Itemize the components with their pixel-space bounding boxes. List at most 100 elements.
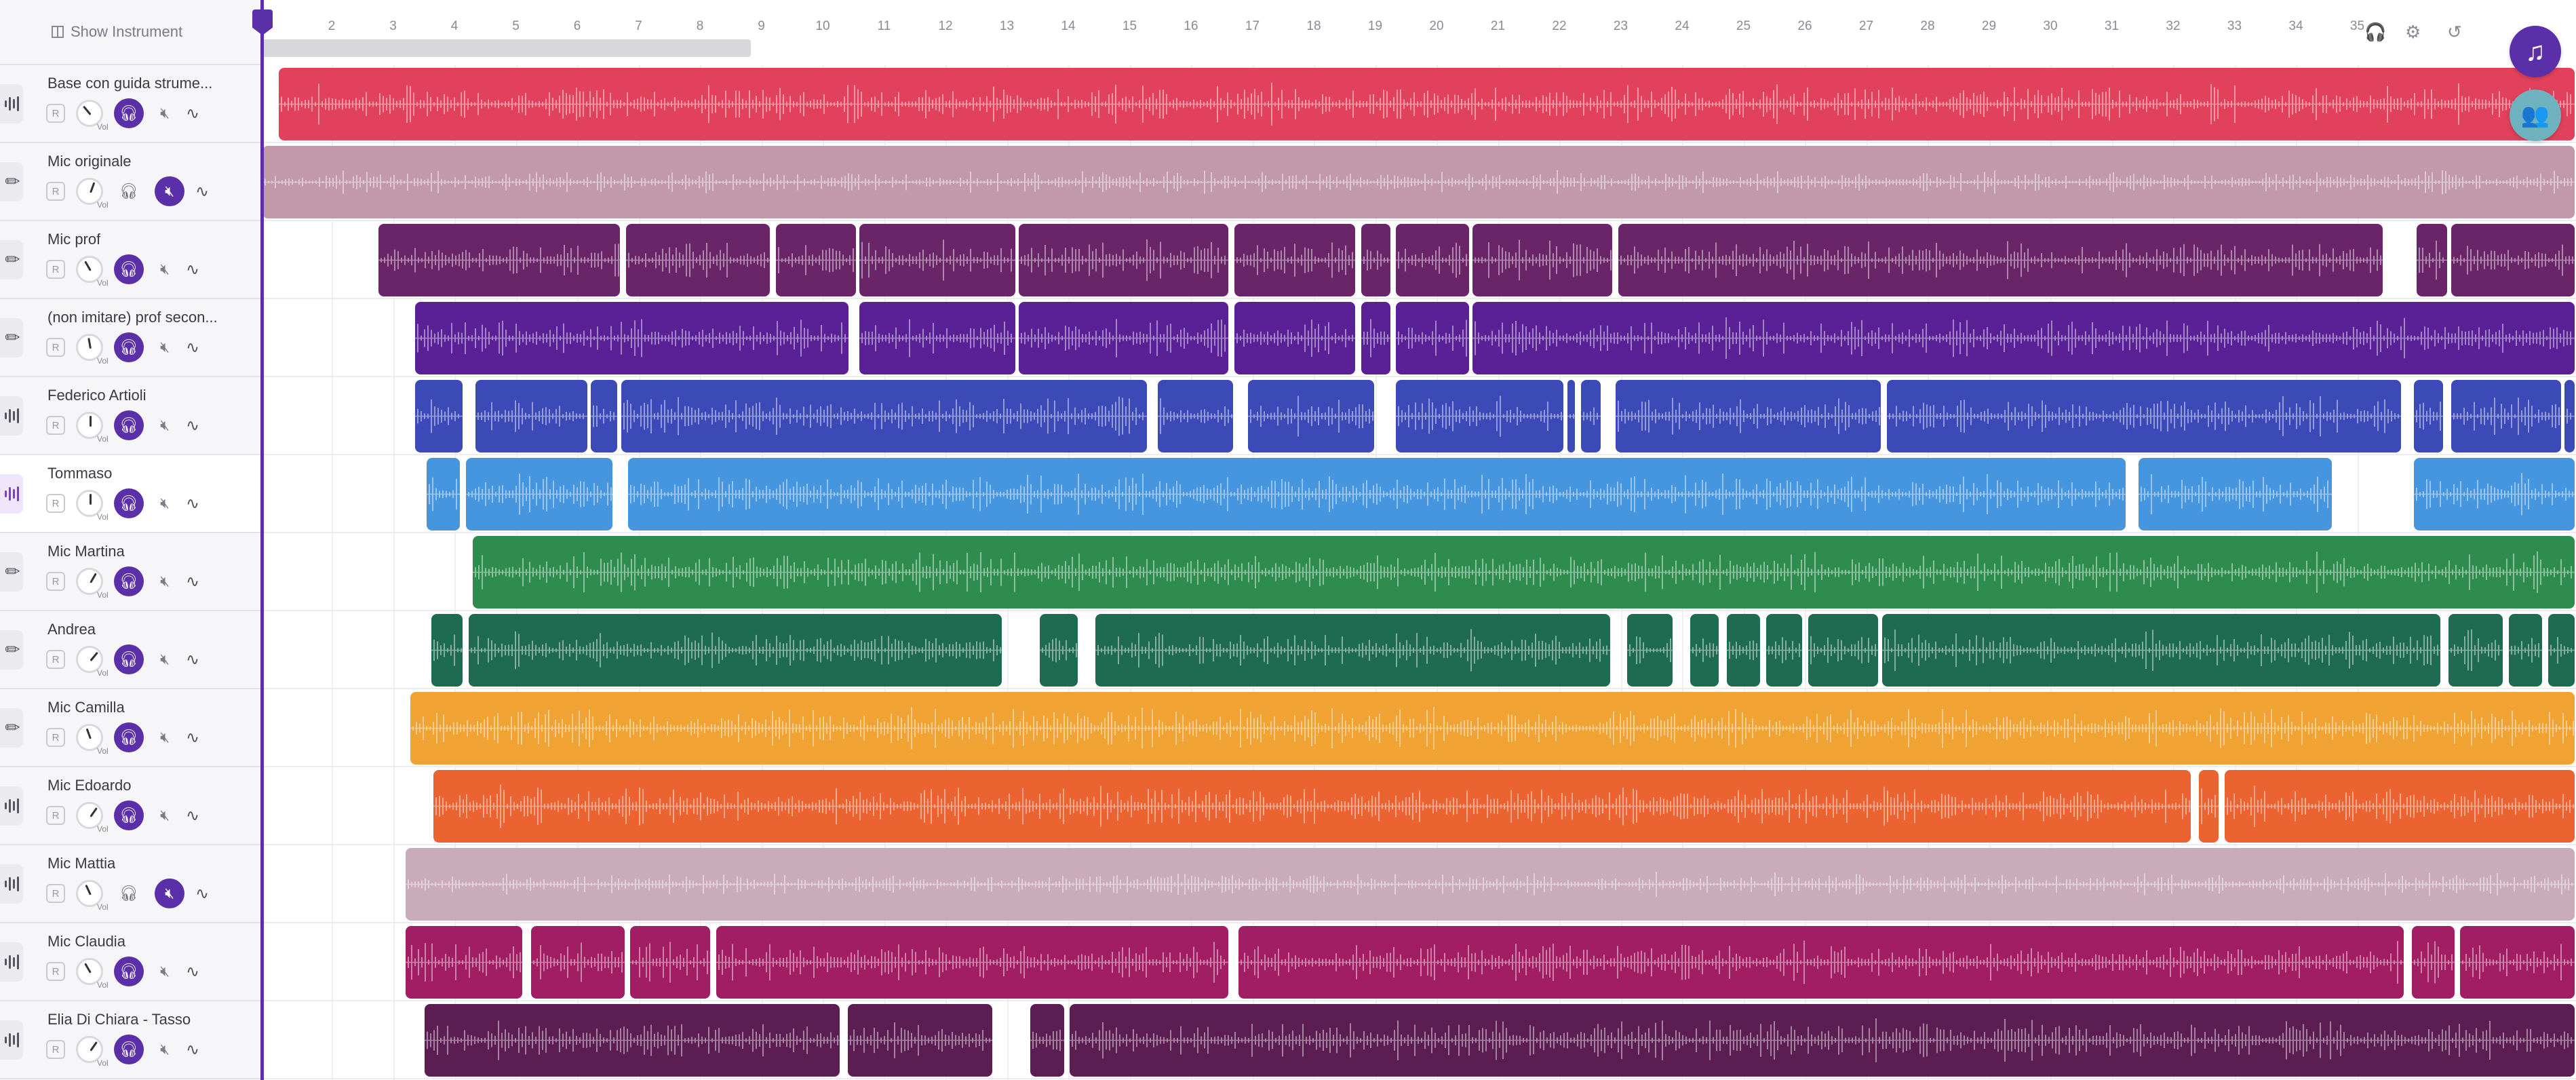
audio-clip[interactable] [716,926,1228,999]
audio-clip[interactable] [1361,302,1390,374]
music-note-button[interactable]: ♫ [2510,26,2561,77]
audio-clip[interactable] [425,1004,840,1077]
undo-icon[interactable]: ↺ [2447,22,2462,42]
track-lane[interactable] [262,1001,2576,1079]
audio-clip[interactable] [621,380,1147,452]
volume-knob[interactable]: Vol [76,334,109,366]
audio-clip[interactable] [433,770,2191,843]
audio-clip[interactable] [262,146,2575,218]
track-header[interactable]: ✐ Mic Camilla R Vol 🎧︎ 🔇︎ ∿ [0,689,260,767]
mute-button[interactable]: 🔇︎ [155,807,175,824]
track-header[interactable]: Mic Mattia R Vol 🎧︎ 🔇︎ ∿ [0,845,260,923]
mute-button[interactable]: 🔇︎ [155,963,175,980]
track-lane[interactable] [262,143,2576,221]
track-lanes[interactable] [262,65,2576,1080]
record-arm-button[interactable]: R [46,104,65,123]
volume-knob[interactable]: Vol [76,646,109,678]
audio-clip[interactable] [1472,224,1612,296]
audio-clip[interactable] [1581,380,1601,452]
audio-wave-icon[interactable] [0,786,23,826]
track-lane[interactable] [262,767,2576,845]
audio-wave-icon[interactable] [0,864,23,904]
audio-clip[interactable] [466,458,612,531]
audio-clip[interactable] [1567,380,1575,452]
audio-clip[interactable] [1248,380,1374,452]
audio-clip[interactable] [628,458,2126,531]
audio-clip[interactable] [1030,1004,1064,1077]
audio-clip[interactable] [1019,302,1228,374]
monitor-headphones-button[interactable]: 🎧︎ [114,410,144,440]
audio-clip[interactable] [406,926,522,999]
audio-clip[interactable] [2139,458,2332,531]
audio-clip[interactable] [1808,614,1878,687]
mute-button[interactable]: 🔇︎ [155,573,175,590]
audio-clip[interactable] [1882,614,2440,687]
monitor-headphones-button[interactable]: 🎧︎ [114,957,144,986]
audio-clip[interactable] [2451,224,2575,296]
effects-button[interactable]: ∿ [186,650,199,670]
track-name[interactable]: Tommaso [47,465,113,482]
record-arm-button[interactable]: R [46,962,65,981]
track-header[interactable]: Tommaso R Vol 🎧︎ 🔇︎ ∿ [0,455,260,533]
audio-clip[interactable] [378,224,620,296]
audio-clip[interactable] [415,380,463,452]
track-lane[interactable] [262,455,2576,533]
mute-button[interactable]: 🔇︎ [155,339,175,356]
audio-clip[interactable] [1627,614,1673,687]
effects-button[interactable]: ∿ [186,572,199,592]
effects-button[interactable]: ∿ [186,338,199,358]
audio-clip[interactable] [626,224,770,296]
audio-clip[interactable] [2548,614,2575,687]
effects-button[interactable]: ∿ [186,494,199,514]
audio-clip[interactable] [2448,614,2503,687]
audio-clip[interactable] [1234,224,1355,296]
volume-knob[interactable]: Vol [76,256,109,288]
volume-knob[interactable]: Vol [76,178,109,210]
audio-clip[interactable] [630,926,710,999]
volume-knob[interactable]: Vol [76,490,109,522]
track-name[interactable]: Mic originale [47,153,132,170]
track-header[interactable]: ✐ (non imitare) prof secon... R Vol 🎧︎ 🔇︎ ∿ [0,299,260,377]
audio-wave-icon[interactable] [0,1020,23,1060]
microphone-icon[interactable]: ✐ [0,162,24,201]
track-name[interactable]: Andrea [47,621,96,638]
track-lane[interactable] [262,611,2576,689]
track-lane[interactable] [262,689,2576,767]
audio-clip[interactable] [1616,380,1881,452]
effects-button[interactable]: ∿ [186,806,199,826]
audio-clip[interactable] [1396,224,1469,296]
monitor-headphones-button[interactable]: 🎧︎ [114,801,144,830]
mute-button[interactable]: 🔇︎ [155,104,175,122]
track-name[interactable]: Mic Claudia [47,933,125,950]
monitor-headphones-button[interactable]: 🎧︎ [114,1035,144,1064]
record-arm-button[interactable]: R [46,884,65,903]
effects-button[interactable]: ∿ [186,728,199,748]
record-arm-button[interactable]: R [46,494,65,513]
monitor-headphones-button[interactable]: 🎧︎ [114,566,144,596]
audio-wave-icon[interactable] [0,942,23,982]
audio-clip[interactable] [1234,302,1355,374]
effects-button[interactable]: ∿ [186,260,199,279]
track-header[interactable]: Base con guida strume... R Vol 🎧︎ 🔇︎ ∿ [0,65,260,143]
track-lane[interactable] [262,923,2576,1001]
audio-clip[interactable] [859,224,1015,296]
audio-clip[interactable] [2460,926,2575,999]
record-arm-button[interactable]: R [46,260,65,279]
audio-clip[interactable] [1019,224,1228,296]
audio-clip[interactable] [1095,614,1610,687]
record-arm-button[interactable]: R [46,806,65,825]
track-lane[interactable] [262,65,2576,143]
audio-clip[interactable] [1618,224,2383,296]
audio-clip[interactable] [2414,380,2443,452]
audio-clip[interactable] [279,68,2575,140]
audio-clip[interactable] [469,614,1002,687]
mute-button[interactable]: 🔇︎ [155,729,175,746]
microphone-icon[interactable]: ✐ [0,552,24,592]
mute-button[interactable]: 🔇︎ [155,1041,175,1058]
track-name[interactable]: Mic Mattia [47,855,116,872]
effects-button[interactable]: ∿ [195,182,209,201]
audio-clip[interactable] [848,1004,992,1077]
audio-clip[interactable] [591,380,617,452]
volume-knob[interactable]: Vol [76,802,109,834]
track-name[interactable]: Mic Camilla [47,699,125,716]
